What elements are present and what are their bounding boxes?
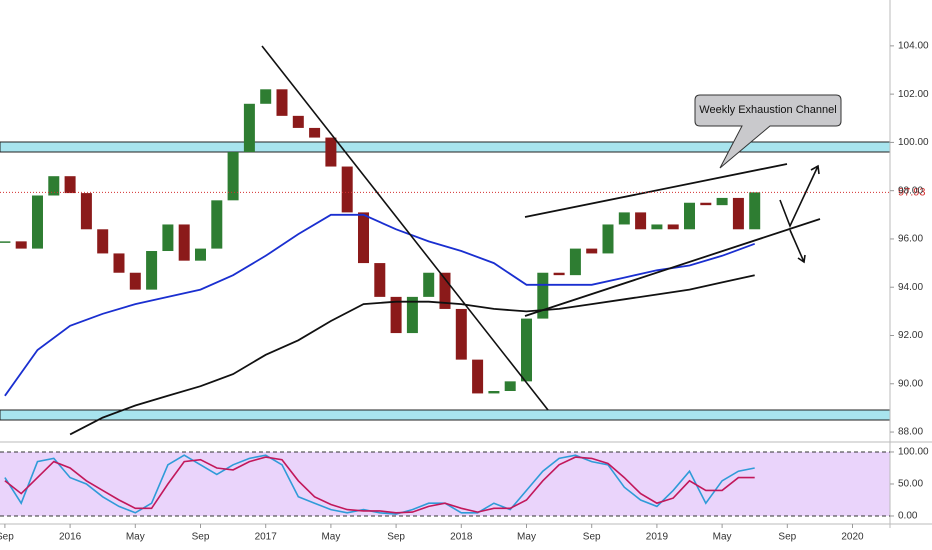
candle	[48, 176, 60, 196]
candle	[406, 296, 418, 334]
stoch-line	[4, 454, 755, 515]
x-tick-label: 2017	[255, 532, 278, 543]
x-tick-label: Sep	[192, 532, 210, 543]
down-trendline	[261, 45, 549, 411]
candle	[569, 248, 581, 276]
candle	[194, 248, 206, 261]
candle	[439, 272, 451, 309]
y-tick-label: 96.00	[898, 234, 923, 245]
y-tick-label: 92.00	[898, 330, 923, 341]
stoch-line	[4, 456, 755, 514]
candle	[80, 193, 92, 230]
candle	[162, 224, 174, 252]
candle	[521, 318, 533, 382]
resistance-zone	[0, 141, 891, 153]
y-tick-label: 88.00	[898, 427, 923, 438]
last-price-tag	[892, 184, 930, 201]
channel-upper	[524, 163, 788, 218]
candle	[211, 200, 223, 249]
candle	[602, 224, 614, 254]
candle	[618, 212, 630, 225]
candle	[260, 89, 272, 104]
stoch-band	[0, 451, 890, 516]
candle	[651, 224, 663, 230]
candle	[732, 197, 744, 230]
candle	[15, 241, 27, 249]
y-tick-label: 104.00	[898, 40, 929, 51]
channel-lower	[524, 218, 821, 317]
candle	[488, 391, 500, 394]
x-tick-label: May	[321, 532, 340, 543]
candle	[0, 241, 11, 243]
moving-average	[69, 274, 755, 436]
candle	[97, 229, 109, 254]
x-tick-label: May	[713, 532, 732, 543]
candle	[243, 103, 255, 153]
x-tick-label: 2020	[841, 532, 864, 543]
candle	[749, 192, 761, 230]
support-zone	[0, 409, 891, 421]
x-tick-label: 2018	[450, 532, 473, 543]
candle	[684, 202, 696, 230]
candle	[423, 272, 435, 297]
candle	[129, 272, 141, 290]
candle	[31, 195, 43, 249]
moving-average	[4, 213, 756, 397]
x-tick-label: 2019	[646, 532, 669, 543]
candle	[553, 272, 565, 276]
y-tick-label: 98.00	[898, 185, 923, 196]
callout: Weekly Exhaustion Channel	[694, 94, 842, 169]
x-tick-label: Sep	[583, 532, 601, 543]
y-tick-label: 50.00	[898, 479, 923, 490]
y-tick-label: 102.00	[898, 89, 929, 100]
x-tick-label: May	[126, 532, 145, 543]
x-tick-label: Sep	[387, 532, 405, 543]
candle	[374, 263, 386, 297]
y-tick-label: 94.00	[898, 282, 923, 293]
y-tick-label: 0.00	[898, 511, 918, 522]
candle	[716, 197, 728, 206]
candle	[455, 308, 467, 360]
last-price-label: 97.93	[898, 186, 926, 198]
candle	[357, 212, 369, 264]
candle	[472, 359, 484, 394]
series-layer	[0, 89, 890, 516]
y-tick-label: 100.00	[898, 137, 929, 148]
candle	[146, 251, 158, 290]
candle	[292, 115, 304, 128]
x-tick-label: May	[517, 532, 536, 543]
candle	[586, 248, 598, 254]
candle	[537, 272, 549, 319]
candle	[504, 381, 516, 392]
y-tick-label: 100.00	[898, 447, 929, 458]
x-tick-label: Sep	[778, 532, 796, 543]
candle	[178, 224, 190, 261]
candle	[700, 202, 712, 206]
candle	[227, 152, 239, 201]
candle	[325, 137, 337, 167]
candle	[635, 212, 647, 230]
x-tick-label: Sep	[0, 532, 14, 543]
candle	[341, 166, 353, 213]
candle	[667, 224, 679, 230]
candle	[113, 253, 125, 273]
y-tick-label: 90.00	[898, 378, 923, 389]
candle	[390, 296, 402, 334]
callout-text: Weekly Exhaustion Channel	[699, 104, 836, 116]
candle	[309, 127, 321, 138]
candle	[276, 89, 288, 116]
x-tick-label: 2016	[59, 532, 82, 543]
scenario-arrows	[779, 164, 820, 264]
candle	[64, 176, 76, 194]
